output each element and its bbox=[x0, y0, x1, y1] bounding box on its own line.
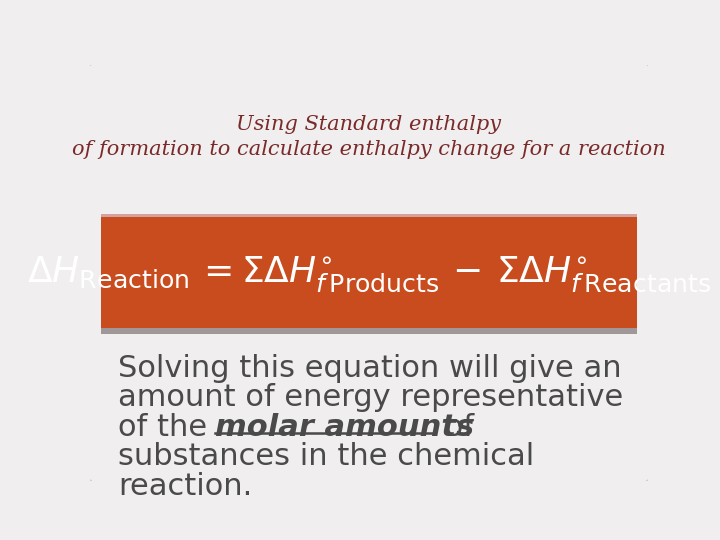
Text: Solving this equation will give an: Solving this equation will give an bbox=[118, 354, 621, 383]
Text: of: of bbox=[435, 413, 474, 442]
Text: molar amounts: molar amounts bbox=[215, 413, 474, 442]
Bar bbox=[101, 217, 636, 329]
Bar bbox=[101, 214, 636, 217]
Text: Using Standard enthalpy
of formation to calculate enthalpy change for a reaction: Using Standard enthalpy of formation to … bbox=[72, 114, 666, 159]
Text: reaction.: reaction. bbox=[118, 472, 252, 501]
Text: $\Delta H_{\rm Reaction}$$\,=\Sigma\Delta H^{\circ}_{f\,\rm Products}$$\,-\,\Sig: $\Delta H_{\rm Reaction}$$\,=\Sigma\Delt… bbox=[27, 254, 711, 294]
FancyBboxPatch shape bbox=[84, 60, 654, 485]
Bar bbox=[101, 328, 636, 334]
Text: amount of energy representative: amount of energy representative bbox=[118, 383, 623, 413]
Text: of the: of the bbox=[118, 413, 217, 442]
Text: substances in the chemical: substances in the chemical bbox=[118, 442, 534, 471]
